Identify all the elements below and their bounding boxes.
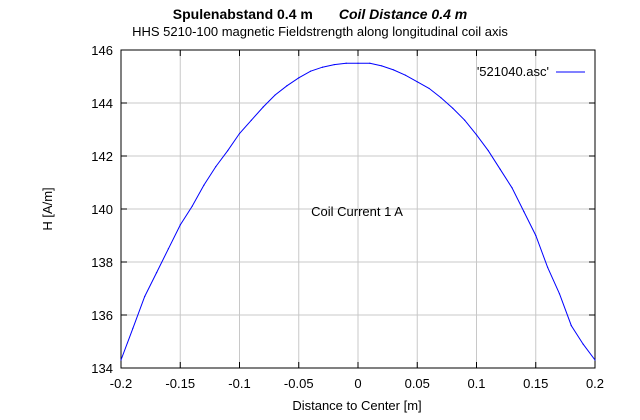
data-point <box>416 81 418 83</box>
y-tick-label: 140 <box>91 202 113 217</box>
data-point <box>594 359 596 361</box>
data-point <box>120 359 122 361</box>
data-point <box>428 87 430 90</box>
data-point <box>404 74 406 76</box>
x-tick-label: 0.05 <box>405 376 430 391</box>
coil-current-annotation: Coil Current 1 A <box>311 204 403 219</box>
y-tick-label: 136 <box>91 308 113 323</box>
y-tick-label: 142 <box>91 149 113 164</box>
chart-title: Spulenabstand 0.4 m <box>172 6 313 22</box>
data-point <box>155 272 158 274</box>
y-tick-label: 146 <box>91 43 113 58</box>
data-point <box>392 69 395 71</box>
data-point <box>381 65 383 67</box>
data-point <box>499 168 501 170</box>
x-tick-label: -0.05 <box>284 376 314 391</box>
series-points <box>120 62 596 361</box>
data-point <box>558 293 561 295</box>
legend: '521040.asc' <box>477 64 585 79</box>
data-point <box>333 63 335 66</box>
data-point <box>547 266 549 268</box>
data-point <box>570 325 572 327</box>
x-tick-label: -0.15 <box>165 376 195 391</box>
data-point <box>357 62 359 64</box>
data-point <box>464 119 466 121</box>
data-point <box>310 70 312 72</box>
data-point <box>582 343 584 345</box>
data-point <box>475 134 478 136</box>
x-axis-label: Distance to Center [m] <box>292 398 421 413</box>
grid <box>121 50 595 368</box>
chart-subtitle: HHS 5210-100 magnetic Fieldstrength alon… <box>132 24 508 39</box>
x-tick-label: -0.1 <box>228 376 250 391</box>
y-tick-label: 138 <box>91 255 113 270</box>
x-tick-label: 0.15 <box>523 376 548 391</box>
data-point <box>274 94 276 96</box>
data-point <box>250 119 252 121</box>
data-point <box>238 132 241 135</box>
x-tick-label: 0.1 <box>467 376 485 391</box>
data-point <box>535 234 537 237</box>
x-tick-label: 0.2 <box>586 376 604 391</box>
y-axis-label: H [A/m] <box>40 187 55 230</box>
data-point <box>227 150 229 152</box>
data-point <box>286 85 288 87</box>
y-tick-label: 144 <box>91 96 113 111</box>
data-point <box>523 211 525 213</box>
x-tick-label: -0.2 <box>110 376 132 391</box>
data-point <box>167 248 169 250</box>
data-point <box>345 62 347 64</box>
data-point <box>511 187 513 189</box>
legend-label: '521040.asc' <box>477 64 549 79</box>
x-axis: -0.2 -0.15 -0.1 -0.05 0 0.05 0.1 0.15 0.2 <box>110 50 604 391</box>
y-axis: 134 136 138 140 142 144 146 <box>91 43 595 376</box>
x-tick-label: 0 <box>354 376 361 391</box>
data-point <box>440 97 442 99</box>
data-point <box>179 224 181 226</box>
data-point <box>144 295 146 298</box>
y-tick-label: 134 <box>91 361 113 376</box>
data-point <box>191 205 193 207</box>
data-point <box>203 184 205 186</box>
data-point <box>369 62 371 64</box>
data-point <box>262 106 264 108</box>
data-point <box>132 327 134 329</box>
data-point <box>321 66 324 68</box>
data-point <box>298 77 300 79</box>
chart-title-line: Spulenabstand 0.4 m Coil Distance 0.4 m <box>0 6 640 22</box>
data-point <box>215 166 217 168</box>
data-point <box>487 150 489 152</box>
chart-title-english: Coil Distance 0.4 m <box>338 6 468 22</box>
data-point <box>452 107 454 109</box>
